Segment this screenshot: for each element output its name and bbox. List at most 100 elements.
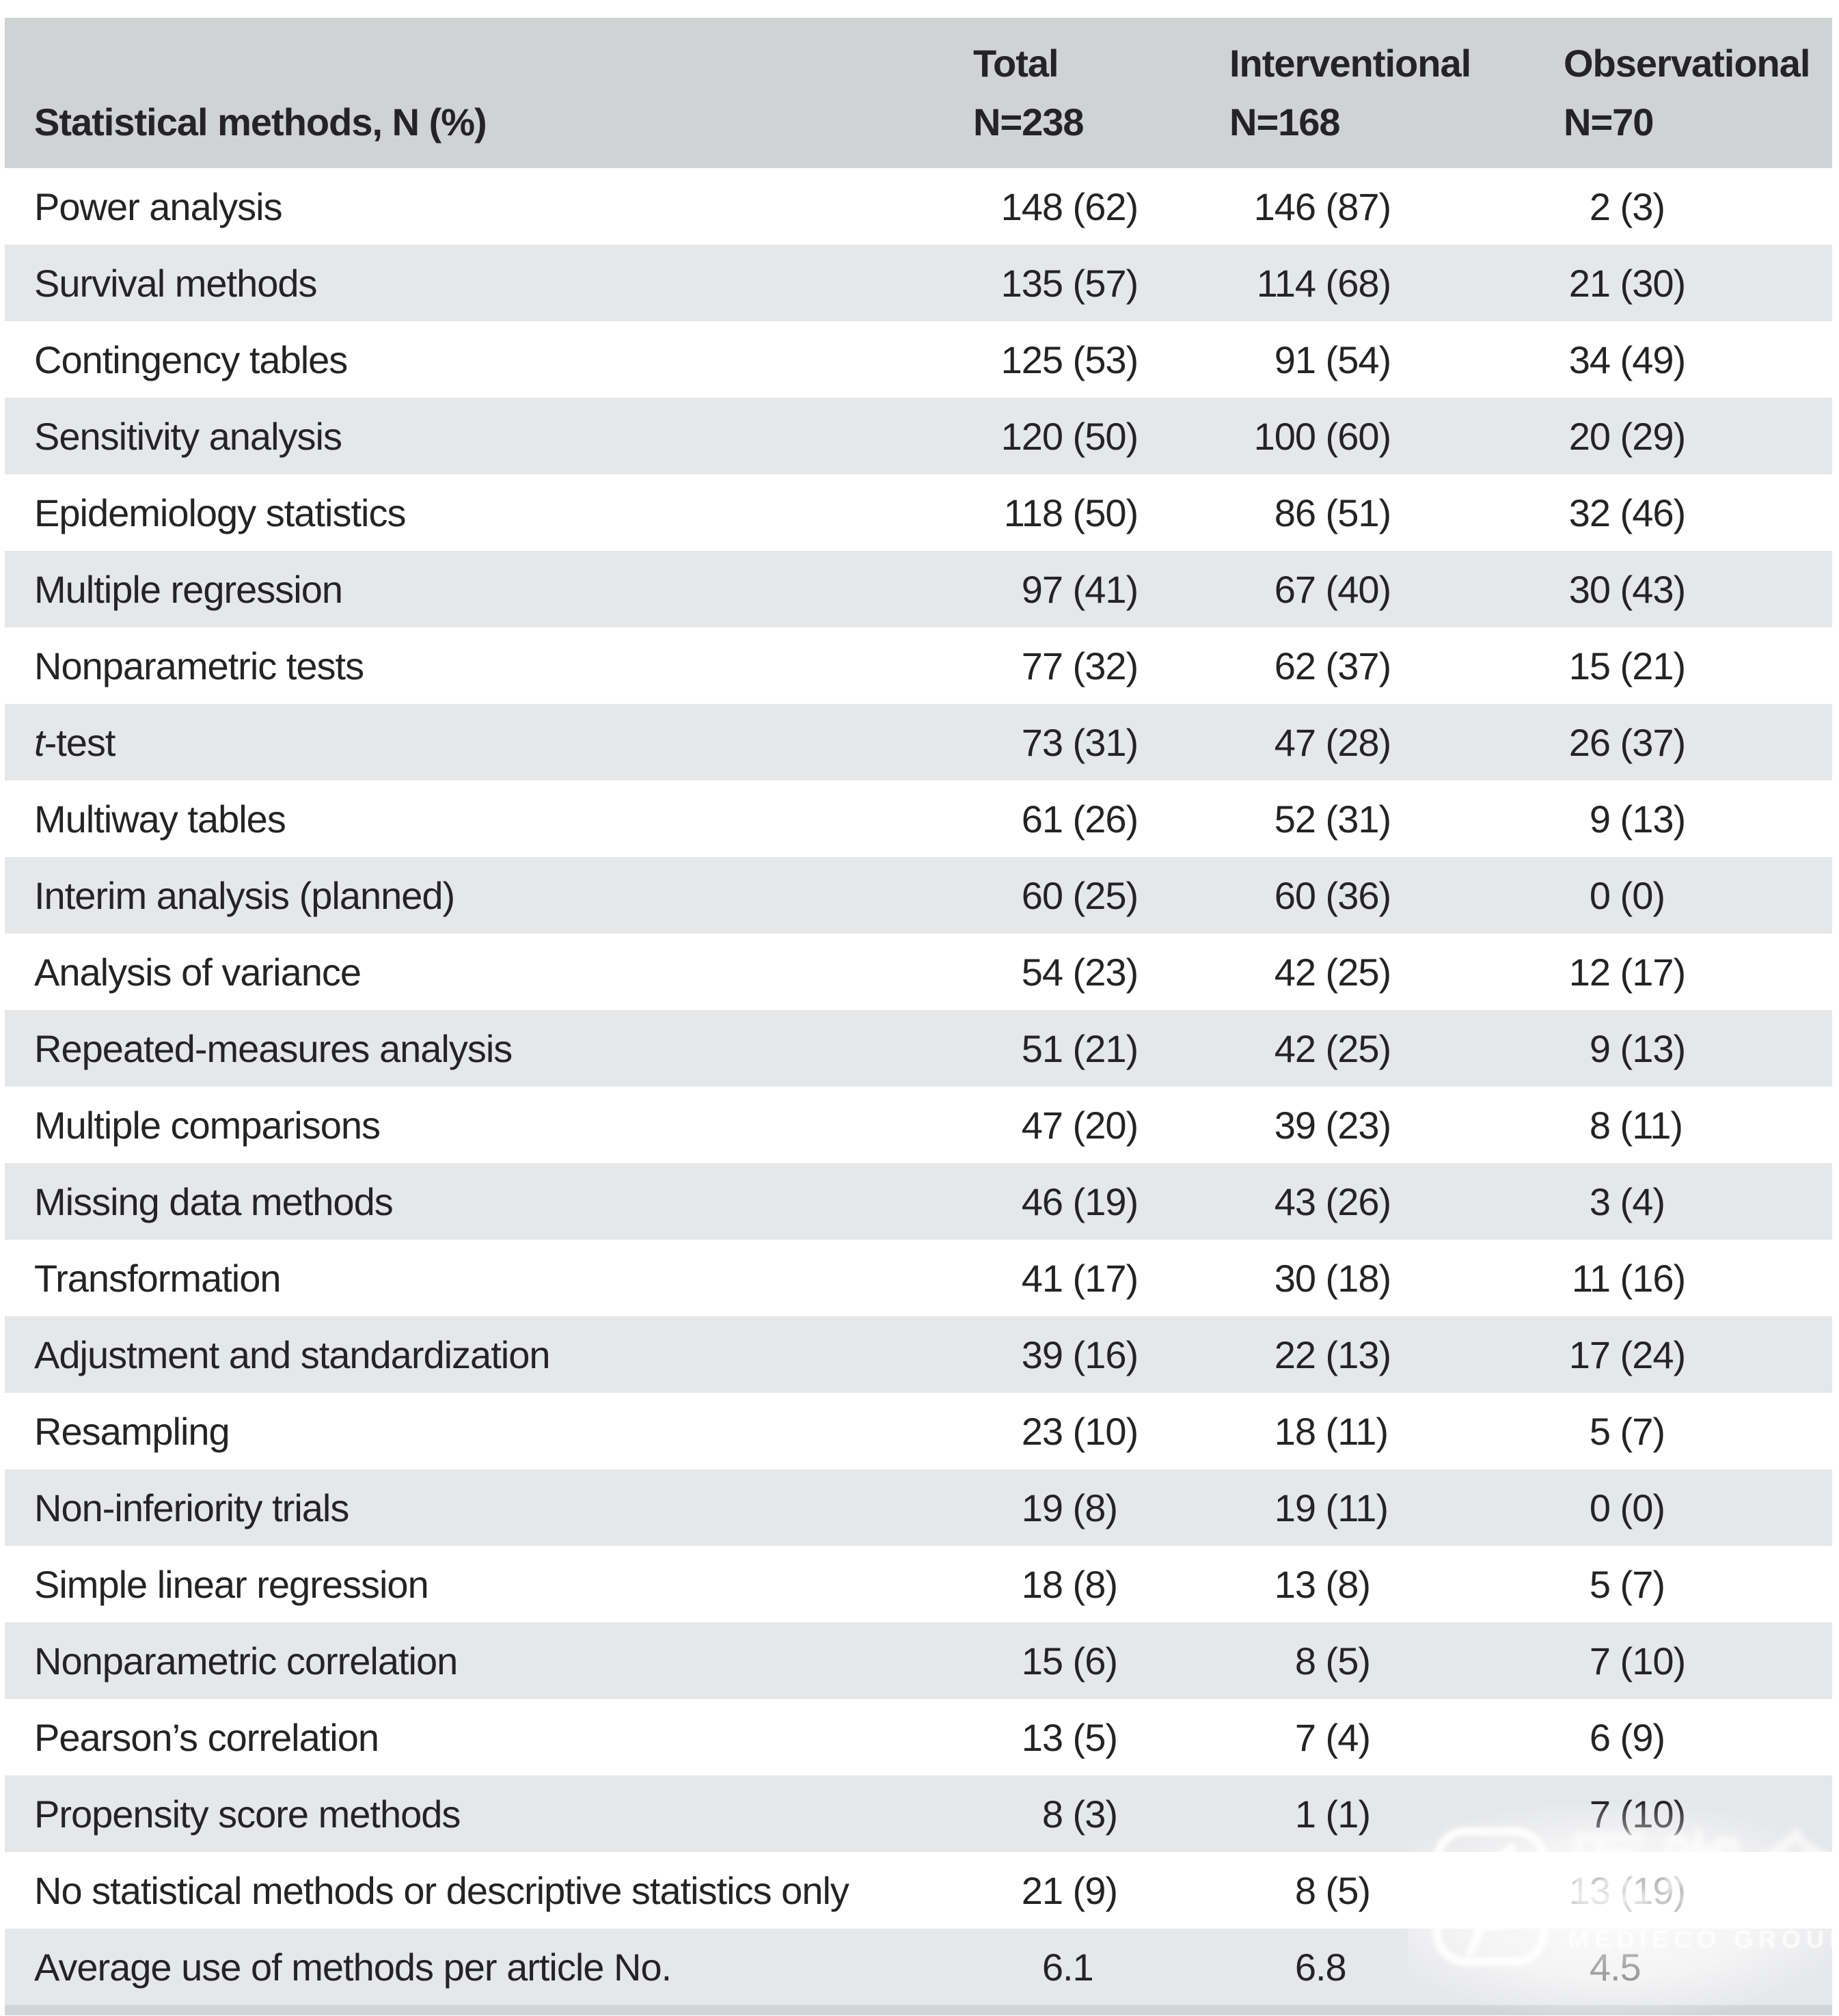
observational-value-cell: 13 (19) — [1568, 1868, 1686, 1912]
method-label: Epidemiology statistics — [34, 491, 406, 534]
observational-value-cell: 6 (9) — [1589, 1715, 1665, 1759]
statistical-methods-table: Statistical methods, N (%) Total N=238 I… — [5, 18, 1832, 2015]
observational-value-cell: 7 (10) — [1589, 1792, 1686, 1836]
observational-value-cell: 4.5 — [1589, 1945, 1642, 1989]
method-label: Interim analysis (planned) — [34, 873, 455, 917]
interventional-value-cell: 30 (18) — [1274, 1256, 1391, 1300]
table-row: Interim analysis (planned) 60 (25) 60 (36)… — [5, 857, 1832, 934]
interventional-value-cell: 18 (11) — [1274, 1409, 1389, 1453]
observational-value-cell: 32 (46) — [1568, 491, 1686, 534]
table-row: Analysis of variance 54 (23) 42 (25) 12 (17… — [5, 934, 1832, 1010]
table-row: Simple linear regression 18 (8) 13 (8) 5 (7… — [5, 1546, 1832, 1622]
interventional-value-cell: 42 (25) — [1274, 950, 1391, 994]
interventional-value-cell: 62 (37) — [1274, 644, 1391, 687]
table-bottom-border — [5, 2005, 1832, 2015]
column-header-observational-line2: N=70 — [1564, 100, 1654, 144]
table-row: Adjustment and standardization 39 (16) 22 … — [5, 1316, 1832, 1393]
interventional-value-cell: 52 (31) — [1274, 797, 1391, 841]
total-value-cell: 118 (50) — [1003, 491, 1139, 534]
total-value-cell: 47 (20) — [1021, 1103, 1139, 1147]
total-value-cell: 46 (19) — [1021, 1180, 1139, 1223]
observational-value-cell: 12 (17) — [1568, 950, 1686, 994]
method-label: Nonparametric tests — [34, 644, 364, 687]
interventional-value-cell: 42 (25) — [1274, 1026, 1391, 1070]
total-value-cell: 120 (50) — [1000, 414, 1139, 458]
observational-value-cell: 5 (7) — [1589, 1409, 1665, 1453]
method-label: Average use of methods per article No. — [34, 1945, 672, 1989]
interventional-value-cell: 60 (36) — [1274, 873, 1391, 917]
method-label: Multiway tables — [34, 797, 286, 841]
column-header-total-line1: Total — [973, 42, 1059, 85]
method-label: Non-inferiority trials — [34, 1486, 349, 1529]
method-label: Nonparametric correlation — [34, 1639, 458, 1683]
observational-value-cell: 9 (13) — [1589, 797, 1686, 841]
observational-value-cell: 26 (37) — [1568, 720, 1686, 764]
interventional-value-cell: 91 (54) — [1274, 338, 1391, 381]
total-value-cell: 135 (57) — [1000, 261, 1139, 305]
table-row: Missing data methods 46 (19) 43 (26) 3 (4) — [5, 1163, 1832, 1240]
total-value-cell: 15 (6) — [1021, 1639, 1118, 1683]
method-label: No statistical methods or descriptive st… — [34, 1868, 849, 1912]
total-value-cell: 125 (53) — [1000, 338, 1139, 381]
interventional-value-cell: 13 (8) — [1274, 1562, 1371, 1606]
table-row: Resampling 23 (10) 18 (11) 5 (7) — [5, 1393, 1832, 1469]
total-value-cell: 6.1 — [1041, 1945, 1094, 1989]
method-label: Multiple regression — [34, 567, 343, 611]
column-header-methods: Statistical methods, N (%) — [5, 93, 929, 152]
table-body: Power analysis 148 (62) 146 (87) 2 (3) Survi… — [5, 168, 1832, 2005]
column-header-total-line2: N=238 — [973, 100, 1085, 144]
observational-value-cell: 0 (0) — [1589, 873, 1665, 917]
observational-value-cell: 5 (7) — [1589, 1562, 1665, 1606]
table-row: Nonparametric tests 77 (32) 62 (37) 15 (21) — [5, 627, 1832, 704]
method-label: Missing data methods — [34, 1180, 394, 1223]
column-header-interventional: Interventional N=168 — [1155, 34, 1471, 152]
total-value-cell: 23 (10) — [1021, 1409, 1139, 1453]
method-label: Survival methods — [34, 261, 318, 305]
method-label: Multiple comparisons — [34, 1103, 381, 1147]
table-row: Pearson’s correlation 13 (5) 7 (4) 6 (9) — [5, 1699, 1832, 1775]
total-value-cell: 97 (41) — [1021, 567, 1139, 611]
interventional-value-cell: 8 (5) — [1294, 1868, 1371, 1912]
method-label: Analysis of variance — [34, 950, 362, 994]
method-label: Repeated-measures analysis — [34, 1026, 513, 1070]
table-row: Transformation 41 (17) 30 (18) 11 (16) — [5, 1240, 1832, 1316]
column-header-observational: Observational N=70 — [1408, 34, 1810, 152]
observational-value-cell: 7 (10) — [1589, 1639, 1686, 1683]
method-label: Transformation — [34, 1256, 282, 1300]
method-label: Contingency tables — [34, 338, 348, 381]
table-row: Multiple comparisons 47 (20) 39 (23) 8 (11) — [5, 1087, 1832, 1163]
observational-value-cell: 34 (49) — [1568, 338, 1686, 381]
interventional-value-cell: 100 (60) — [1253, 414, 1392, 458]
interventional-value-cell: 67 (40) — [1274, 567, 1391, 611]
method-label: Simple linear regression — [34, 1562, 429, 1606]
interventional-value-cell: 47 (28) — [1274, 720, 1391, 764]
table-row: Non-inferiority trials 19 (8) 19 (11) 0 (0) — [5, 1469, 1832, 1546]
table-row: Contingency tables 125 (53) 91 (54) 34 (49) — [5, 321, 1832, 398]
method-label: Resampling — [34, 1409, 230, 1453]
total-value-cell: 61 (26) — [1021, 797, 1139, 841]
table-row: Survival methods 135 (57) 114 (68) 21 (30) — [5, 245, 1832, 321]
table-row: Sensitivity analysis 120 (50) 100 (60) 20 (… — [5, 398, 1832, 474]
table-header-row: Statistical methods, N (%) Total N=238 I… — [5, 18, 1832, 168]
column-header-interventional-line2: N=168 — [1229, 100, 1341, 144]
method-label: t-test — [34, 720, 115, 764]
observational-value-cell: 21 (30) — [1568, 261, 1686, 305]
method-label: Pearson’s correlation — [34, 1715, 379, 1759]
total-value-cell: 13 (5) — [1021, 1715, 1118, 1759]
interventional-value-cell: 19 (11) — [1274, 1486, 1389, 1529]
method-label: Adjustment and standardization — [34, 1333, 551, 1376]
table-row: Repeated-measures analysis 51 (21) 42 (25)… — [5, 1010, 1832, 1087]
observational-value-cell: 17 (24) — [1568, 1333, 1686, 1376]
method-label: Propensity score methods — [34, 1792, 461, 1836]
table-row: Propensity score methods 8 (3) 1 (1) 7 (10) — [5, 1775, 1832, 1852]
table-row: Nonparametric correlation 15 (6) 8 (5) 7 (1… — [5, 1622, 1832, 1699]
total-value-cell: 39 (16) — [1021, 1333, 1139, 1376]
interventional-value-cell: 86 (51) — [1274, 491, 1391, 534]
interventional-value-cell: 6.8 — [1294, 1945, 1347, 1989]
total-value-cell: 8 (3) — [1041, 1792, 1118, 1836]
interventional-value-cell: 146 (87) — [1253, 185, 1392, 228]
interventional-value-cell: 43 (26) — [1274, 1180, 1391, 1223]
column-header-total: Total N=238 — [929, 34, 1155, 152]
total-value-cell: 54 (23) — [1021, 950, 1139, 994]
observational-value-cell: 8 (11) — [1589, 1103, 1683, 1147]
